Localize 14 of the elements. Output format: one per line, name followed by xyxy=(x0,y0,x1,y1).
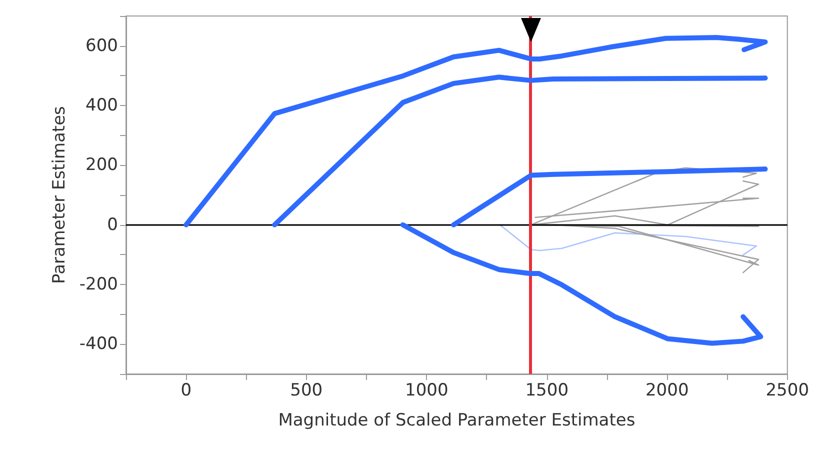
x-tick-label: 2000 xyxy=(645,380,689,400)
y-tick-label: -200 xyxy=(79,274,118,294)
y-tick-label: 400 xyxy=(86,96,118,116)
x-tick-label: 500 xyxy=(290,380,323,400)
x-tick-label: 2500 xyxy=(766,380,809,400)
x-tick-label: 0 xyxy=(180,380,192,400)
x-tick-label: 1000 xyxy=(404,380,448,400)
x-tick-label: 1500 xyxy=(525,380,569,400)
y-tick-label: 600 xyxy=(86,36,118,56)
y-axis-title: Parameter Estimates xyxy=(50,106,70,284)
y-tick-label: -400 xyxy=(79,334,118,354)
y-tick-label: 200 xyxy=(86,155,118,176)
y-tick-label: 0 xyxy=(107,214,118,235)
x-axis-title: Magnitude of Scaled Parameter Estimates xyxy=(278,410,636,430)
